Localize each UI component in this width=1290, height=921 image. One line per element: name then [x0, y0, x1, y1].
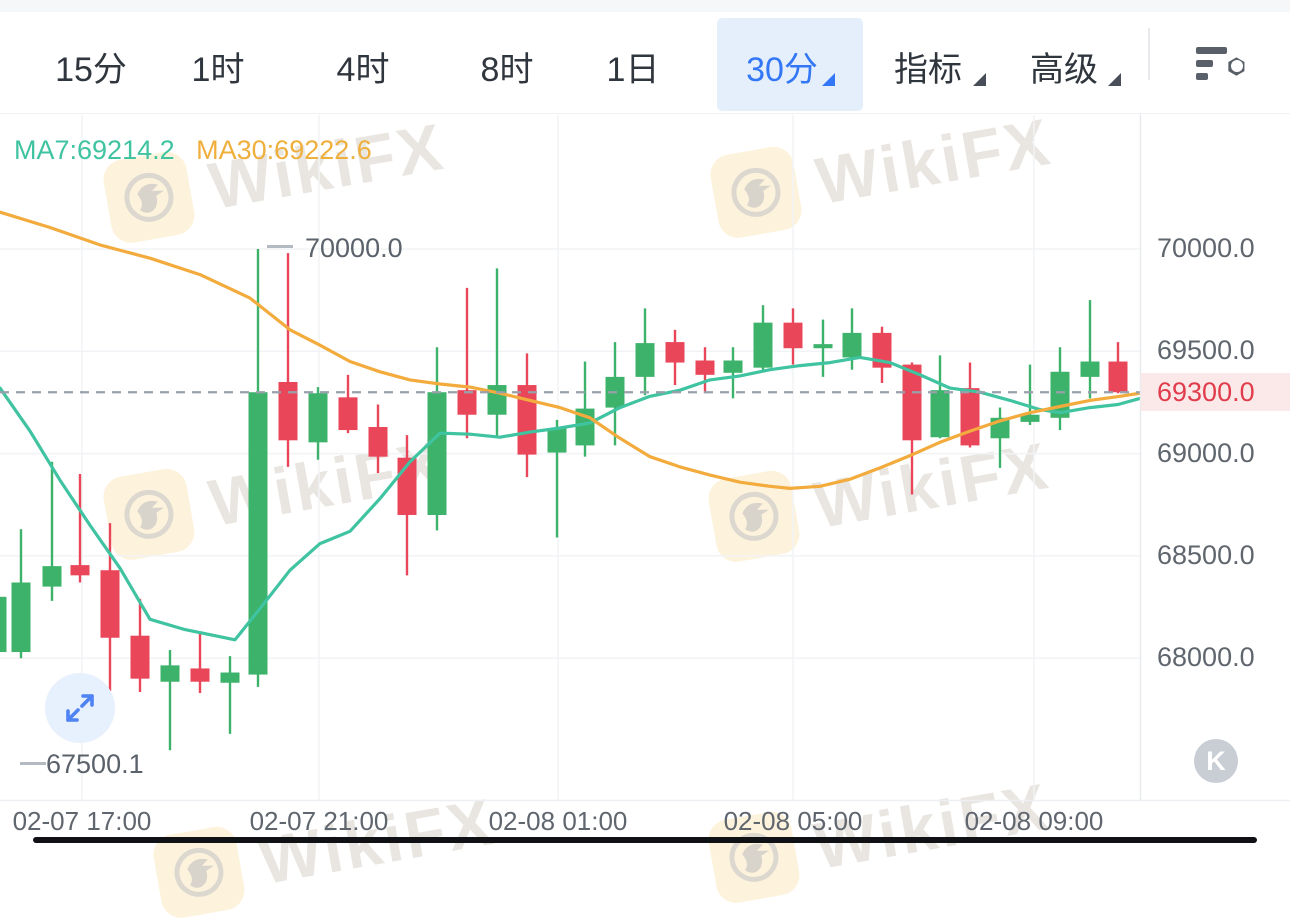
candle-body: [0, 596, 7, 653]
y-axis-price-label: 69500.0: [1157, 335, 1255, 366]
chart-settings-button[interactable]: [1195, 44, 1247, 86]
candle-body: [308, 393, 328, 443]
tab-30min-selected[interactable]: 30分: [746, 51, 818, 89]
advanced-menu[interactable]: 高级: [1030, 51, 1098, 89]
low-marker-label: 67500.1: [46, 749, 144, 779]
tab-4hour[interactable]: 4时: [336, 51, 390, 89]
candle-body: [457, 390, 477, 415]
candle-body: [723, 360, 743, 373]
candle-body: [842, 332, 862, 358]
candle-body: [427, 392, 447, 515]
current-price-tag: 69300.0: [1141, 373, 1290, 412]
ma-legend: MA7:69214.2 MA30:69222.6: [14, 135, 372, 166]
candlestick-chart: [0, 114, 1290, 802]
kline-brand-button[interactable]: K: [1194, 739, 1238, 783]
x-axis-time-label: 02-08 05:00: [723, 806, 863, 836]
candle-body: [130, 635, 150, 679]
candle-body: [70, 565, 90, 576]
candle-body: [248, 392, 268, 675]
ma7-value-label: MA7:69214.2: [14, 135, 175, 165]
candle-body: [902, 364, 922, 441]
x-axis-time-label: 02-08 09:00: [964, 806, 1104, 836]
candle-body: [338, 397, 358, 431]
high-marker-dash: [267, 245, 293, 248]
y-axis-price-label: 70000.0: [1157, 233, 1255, 263]
candle-body: [160, 665, 180, 682]
candle-body: [190, 668, 210, 682]
candle-body: [930, 390, 950, 438]
candle-body: [11, 582, 31, 653]
candle-body: [665, 342, 685, 363]
tab-15min[interactable]: 15分: [55, 51, 127, 89]
low-marker-dash: [20, 762, 46, 765]
candle-body: [635, 343, 655, 377]
ma30-value-label: MA30:69222.6: [196, 135, 372, 165]
x-axis-time-label: 02-08 01:00: [488, 806, 628, 836]
tab-8hour[interactable]: 8时: [480, 51, 534, 89]
candle-body: [368, 427, 388, 457]
fullscreen-expand-button[interactable]: [45, 673, 115, 743]
candle-body: [100, 570, 120, 638]
y-axis-price-label: 68000.0: [1157, 642, 1255, 673]
ma7-line: [0, 355, 1142, 642]
home-indicator-bar: [33, 837, 1257, 843]
candle-body: [960, 388, 980, 446]
toolbar-bottom-border: [0, 113, 1290, 114]
selected-tab-highlight: [717, 18, 863, 111]
chevron-down-icon: [1108, 73, 1121, 86]
chevron-down-icon: [822, 73, 835, 86]
indicators-menu[interactable]: 指标: [894, 51, 962, 89]
timeframe-toolbar: 15分 1时 4时 8时 1日 30分 指标 高级: [0, 0, 1290, 113]
candle-body: [278, 381, 298, 441]
candle-body: [753, 322, 773, 368]
x-axis-time-label: 02-07 21:00: [249, 806, 389, 836]
y-axis-price-label: 69000.0: [1157, 437, 1255, 468]
candle-body: [1108, 361, 1128, 393]
toolbar-divider: [1148, 28, 1150, 80]
candle-body: [547, 428, 567, 453]
expand-arrows-icon: [66, 694, 94, 722]
ma30-line: [0, 210, 1142, 490]
candle-body: [813, 344, 833, 349]
tab-1hour[interactable]: 1时: [191, 51, 245, 89]
candle-body: [1080, 361, 1100, 377]
x-axis-time-label: 02-07 17:00: [12, 806, 152, 836]
chevron-down-icon: [973, 73, 986, 86]
candle-body: [487, 385, 507, 415]
candle-body: [42, 566, 62, 587]
candle-body: [220, 672, 240, 683]
candle-body: [1020, 414, 1040, 422]
candle-body: [783, 322, 803, 349]
high-marker-label: 70000.0: [305, 233, 403, 263]
candle-body: [517, 385, 537, 455]
candle-body: [695, 360, 715, 375]
y-axis-price-label: 68500.0: [1157, 539, 1255, 570]
status-bar-strip: [0, 0, 1290, 12]
list-gear-icon: [1196, 47, 1245, 80]
tab-1day[interactable]: 1日: [606, 51, 660, 89]
